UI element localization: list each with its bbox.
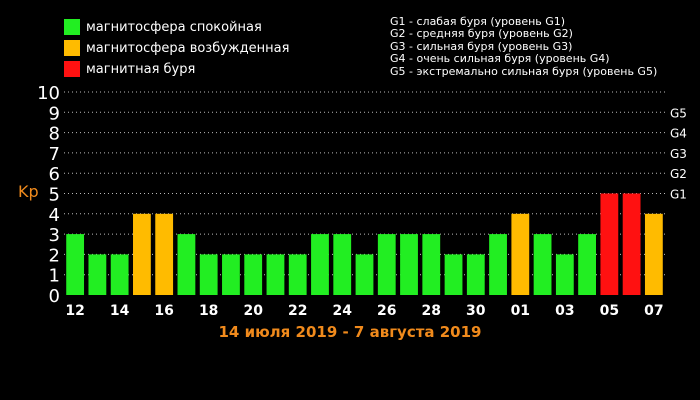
storm-level-ticks: G1 G2 G3 G4 G5	[670, 106, 687, 201]
bar	[288, 254, 307, 295]
y-tick-label: 10	[37, 83, 60, 104]
bar	[578, 234, 596, 295]
bar	[155, 213, 174, 295]
bar	[400, 234, 418, 295]
x-tick-label: 22	[288, 303, 307, 319]
storm-level-tick: G5	[670, 106, 687, 120]
x-tick-label: 01	[511, 303, 530, 319]
x-tick-label: 16	[154, 303, 173, 319]
legend-item-quiet: магнитосфера спокойная	[64, 18, 262, 36]
bar	[600, 193, 619, 295]
grid-lines	[64, 91, 665, 276]
legend-swatch-quiet	[64, 19, 80, 35]
bar	[333, 234, 352, 295]
bar	[133, 213, 151, 295]
bar	[444, 254, 463, 295]
bar	[533, 234, 552, 295]
bar	[266, 254, 285, 295]
legend-label-storm: магнитная буря	[86, 61, 196, 77]
y-tick-label: 6	[49, 164, 60, 185]
x-tick-label: 03	[555, 303, 574, 319]
y-tick-label: 5	[49, 185, 60, 206]
x-tick-label: 14	[110, 303, 130, 319]
bar	[88, 254, 107, 295]
bar	[177, 234, 196, 295]
legend-item-storm: магнитная буря	[64, 60, 195, 78]
storm-level-tick: G3	[670, 147, 687, 161]
storm-level-g1: G1 - слабая буря (уровень G1)	[390, 15, 566, 28]
x-tick-label: 12	[65, 303, 84, 319]
x-tick-label: 28	[422, 303, 441, 319]
legend-swatch-storm	[64, 61, 80, 77]
bar	[377, 234, 396, 295]
x-tick-label: 20	[243, 303, 263, 319]
bar	[110, 254, 129, 295]
legend-swatch-active	[64, 40, 80, 56]
legend-label-active: магнитосфера возбужденная	[86, 40, 290, 56]
bar	[422, 234, 441, 295]
storm-level-tick: G4	[670, 127, 687, 141]
bar	[222, 254, 240, 295]
bar	[199, 254, 218, 295]
y-tick-label: 0	[49, 286, 60, 307]
bars	[66, 193, 663, 295]
bar	[355, 254, 374, 295]
storm-level-g2: G2 - средняя буря (уровень G2)	[390, 27, 573, 41]
storm-level-legend: G1 - слабая буря (уровень G1) G2 - средн…	[390, 15, 658, 78]
y-tick-label: 2	[49, 245, 60, 266]
x-tick-label: 30	[466, 303, 486, 319]
x-tick-label: 24	[332, 303, 352, 319]
y-tick-label: 3	[49, 225, 60, 246]
x-axis-label: 14 июля 2019 - 7 августа 2019	[218, 323, 482, 341]
bar	[622, 193, 641, 295]
storm-level-g4: G4 - очень сильная буря (уровень G4)	[390, 52, 610, 66]
bar	[644, 213, 663, 295]
bar	[311, 234, 329, 295]
y-tick-label: 7	[49, 144, 60, 165]
legend-label-quiet: магнитосфера спокойная	[86, 19, 262, 35]
storm-level-g5: G5 - экстремально сильная буря (уровень …	[390, 64, 658, 78]
storm-level-tick: G1	[670, 188, 687, 202]
bar	[489, 234, 507, 295]
storm-level-tick: G2	[670, 167, 687, 181]
bar	[66, 234, 85, 295]
legend-item-active: магнитосфера возбужденная	[64, 39, 289, 57]
bar	[466, 254, 485, 295]
x-tick-label: 07	[644, 303, 663, 319]
x-axis-ticks: 12 14 16 18 20 22 24 26 28 30 01 03 05 07	[65, 303, 663, 319]
bar	[244, 254, 263, 295]
y-tick-label: 4	[49, 205, 60, 226]
storm-level-g3: G3 - сильная буря (уровень G3)	[390, 39, 573, 53]
bar	[511, 213, 530, 295]
y-axis-label: Kp	[18, 182, 39, 201]
y-tick-label: 1	[49, 266, 60, 287]
bar	[555, 254, 574, 295]
y-tick-label: 9	[49, 103, 60, 124]
y-tick-label: 8	[49, 124, 60, 145]
x-tick-label: 05	[600, 303, 619, 319]
x-tick-label: 18	[199, 303, 218, 319]
x-tick-label: 26	[377, 303, 396, 319]
